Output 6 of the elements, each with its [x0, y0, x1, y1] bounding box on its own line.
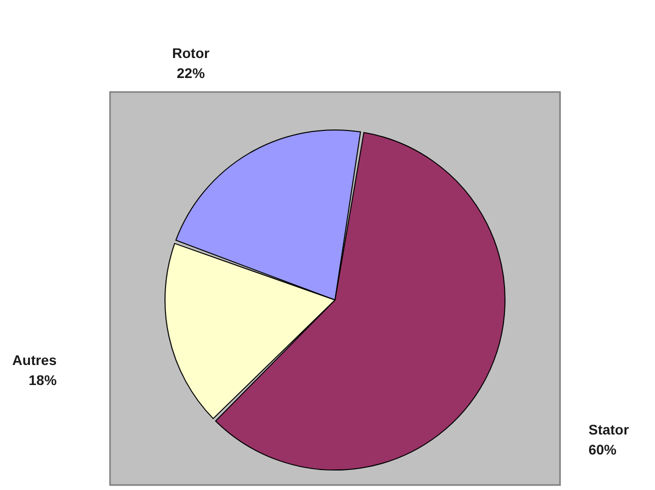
- slice-label: Autres: [12, 352, 57, 368]
- data-label: 60%: [588, 441, 618, 458]
- data-label: 22%: [176, 65, 206, 82]
- slice-label: Rotor: [172, 45, 210, 62]
- data-label: 18%: [28, 372, 58, 388]
- slice-label: Stator: [588, 421, 630, 438]
